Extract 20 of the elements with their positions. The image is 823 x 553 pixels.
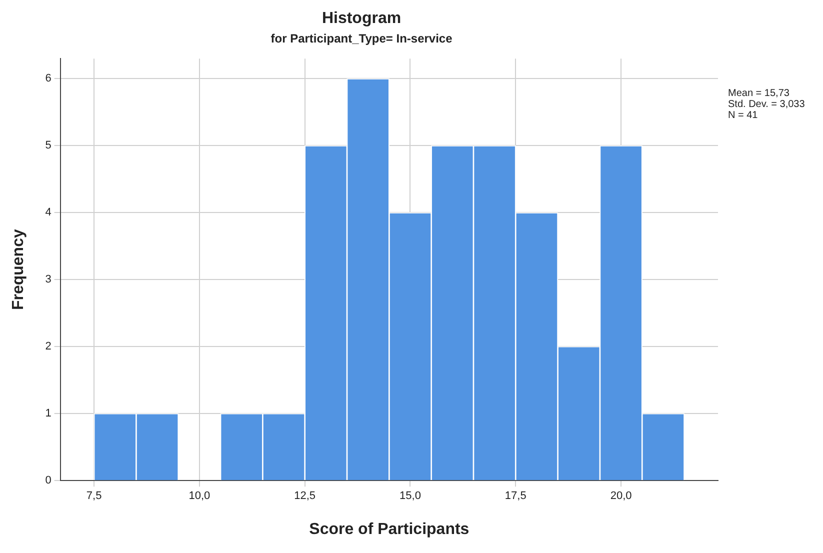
x-tick-label: 17,5	[504, 490, 526, 502]
y-tick-label: 4	[45, 206, 52, 219]
x-tick-label: 20,0	[610, 490, 632, 502]
x-axis-title: Score of Participants	[309, 520, 470, 538]
chart-subtitle: for Participant_Type= In-service	[270, 32, 453, 46]
x-tick-label: 12,5	[294, 490, 316, 502]
y-tick-label: 3	[45, 274, 52, 286]
text: Mean = 15,73	[728, 88, 790, 99]
y-tick-label: 1	[45, 408, 52, 420]
y-tick-label: 0	[45, 474, 52, 487]
chart-title: Histogram	[322, 10, 402, 28]
y-tick-label: 2	[45, 340, 52, 353]
y-tick-label: 5	[45, 140, 52, 152]
x-tick-label: 10,0	[188, 490, 210, 502]
x-tick-label: 15,0	[400, 490, 421, 502]
y-axis-title: Frequency	[10, 229, 28, 310]
x-tick-label: 7,5	[86, 490, 102, 502]
y-tick-label: 6	[45, 72, 52, 85]
text: N = 41	[728, 110, 758, 121]
text: Std. Dev. = 3,033	[728, 98, 806, 110]
